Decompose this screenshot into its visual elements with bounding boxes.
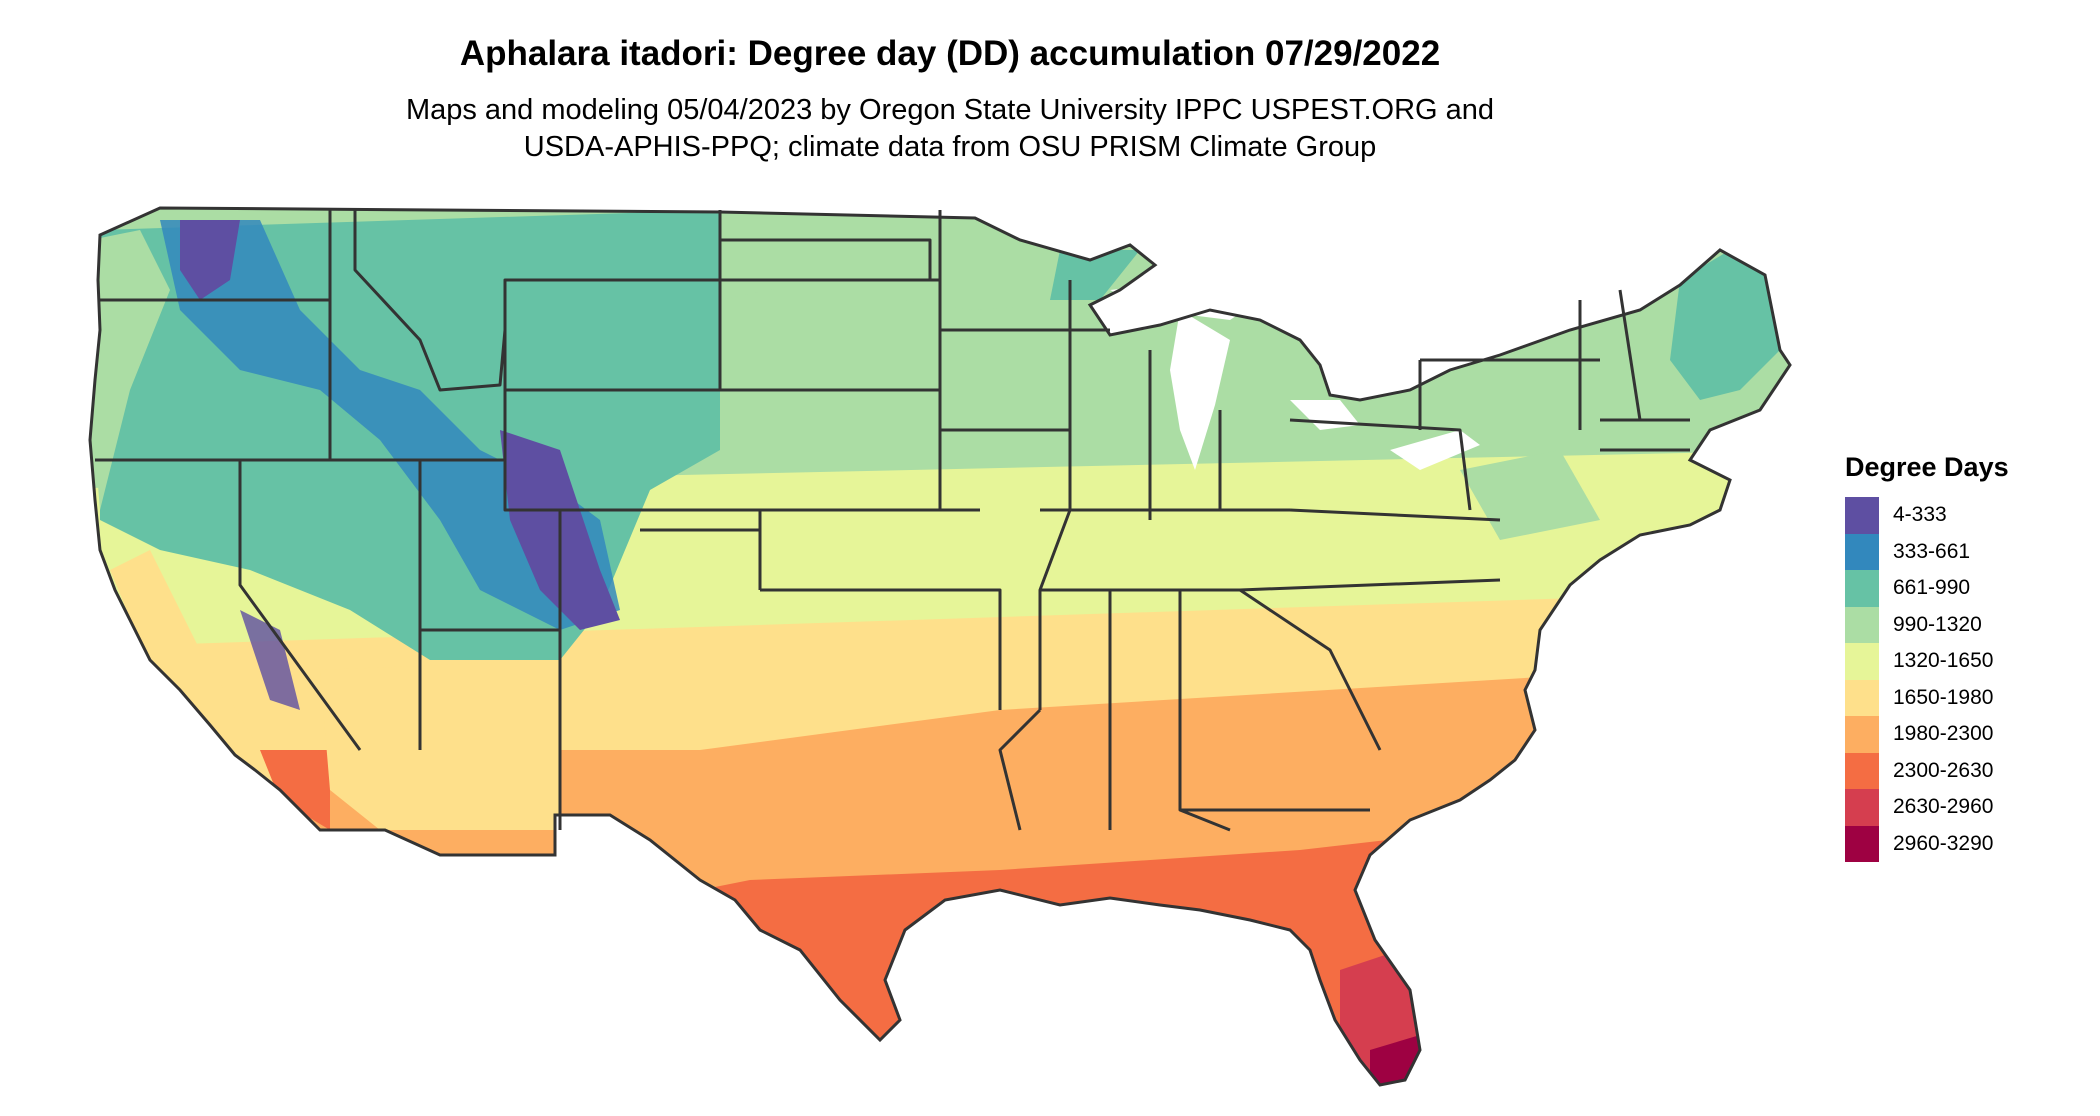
band-1650-1980-california (110, 550, 300, 790)
legend-swatch (1845, 716, 1879, 753)
band-2960-3290 (1370, 1035, 1430, 1085)
legend-label: 2960-3290 (1893, 831, 1994, 855)
border-ga-sc (1239, 588, 1382, 751)
border-nm-tx (640, 528, 762, 590)
degree-day-map (0, 190, 1820, 1110)
legend-swatch (1845, 825, 1879, 862)
border-ok-tx (760, 588, 1002, 710)
legend-swatch (1845, 533, 1879, 570)
band-4-333-sierra (240, 610, 300, 710)
border-id-mt (353, 210, 507, 392)
legend-item: 333-661 (1845, 533, 2085, 570)
border-va (1289, 508, 1501, 522)
legend-item: 990-1320 (1845, 606, 2085, 643)
border-la (998, 708, 1042, 831)
border-oh-pa-wv (1289, 418, 1472, 511)
legend-label: 990-1320 (1893, 612, 1982, 636)
legend-item: 1320-1650 (1845, 643, 2085, 680)
legend-item: 661-990 (1845, 570, 2085, 607)
legend-swatch (1845, 752, 1879, 789)
legend-item: 2300-2630 (1845, 752, 2085, 789)
legend-item: 4-333 (1845, 497, 2085, 534)
border-ma-ct (1600, 418, 1690, 452)
lake-superior (1110, 280, 1260, 320)
legend-item: 2960-3290 (1845, 825, 2085, 862)
band-661-990-maine (1670, 250, 1780, 400)
legend-swatch (1845, 679, 1879, 716)
legend-label: 4-333 (1893, 503, 1947, 527)
legend: Degree Days 4-333 333-661 661-990 990-1320 1… (1845, 452, 2085, 862)
legend-swatch (1845, 789, 1879, 826)
band-1650-1980-southwest (320, 660, 560, 830)
lake-michigan (1170, 310, 1230, 470)
legend-item: 1650-1980 (1845, 679, 2085, 716)
climate-raster (90, 208, 1790, 1085)
legend-swatch (1845, 606, 1879, 643)
legend-label: 2630-2960 (1893, 795, 1994, 819)
border-ca-nv (238, 460, 362, 751)
legend-label: 1980-2300 (1893, 722, 1994, 746)
band-661-990-arrowhead (1050, 250, 1140, 300)
border-nc (1239, 578, 1501, 592)
us-map-svg (88, 206, 1792, 1087)
border-vt-nh (1618, 289, 1642, 421)
map-subtitle: Maps and modeling 05/04/2023 by Oregon S… (0, 92, 1900, 166)
subtitle-line-2: USDA-APHIS-PPQ; climate data from OSU PR… (523, 131, 1377, 163)
band-333-661 (160, 220, 620, 630)
band-2630-2960 (1340, 950, 1440, 1085)
legend-swatch (1845, 643, 1879, 680)
map-title: Aphalara itadori: Degree day (DD) accumu… (459, 34, 1441, 73)
state-borders (95, 210, 1690, 832)
lake-erie (1390, 430, 1480, 470)
legend-swatch (1845, 497, 1879, 534)
legend-item: 2630-2960 (1845, 789, 2085, 826)
legend-swatch (1845, 570, 1879, 607)
border-wi-il-mo (1038, 280, 1072, 710)
band-4-333-cascades (180, 220, 240, 300)
legend-label: 2300-2630 (1893, 758, 1994, 782)
legend-label: 661-990 (1893, 576, 1971, 600)
legend-items: 4-333 333-661 661-990 990-1320 1320-1650 1650… (1845, 497, 2085, 862)
subtitle-line-1: Maps and modeling 05/04/2023 by Oregon S… (405, 94, 1495, 126)
legend-label: 1650-1980 (1893, 685, 1994, 709)
legend-item: 1980-2300 (1845, 716, 2085, 753)
legend-label: 333-661 (1893, 539, 1971, 563)
band-2300-2630-socal (260, 750, 330, 830)
legend-label: 1320-1650 (1893, 649, 1994, 673)
legend-title: Degree Days (1845, 452, 2009, 482)
border-nd-mn (720, 238, 932, 280)
band-990-1320-appalachia (1460, 450, 1600, 540)
